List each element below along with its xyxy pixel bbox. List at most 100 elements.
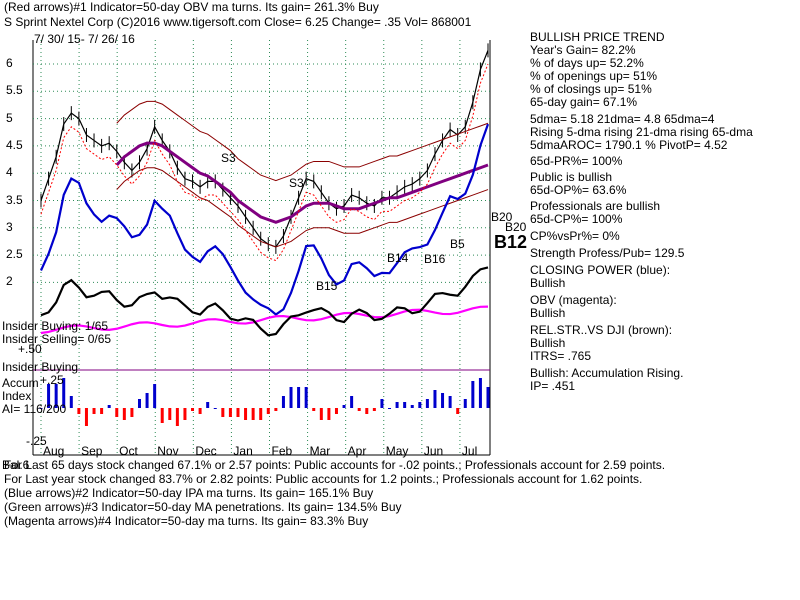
signal-label-b12: B12 <box>494 232 528 252</box>
closing-power-line <box>39 123 490 316</box>
footer-line-1: For Last year stock changed 83.7% or 2.8… <box>4 472 643 486</box>
accum-bar <box>69 396 73 408</box>
accum-bar <box>478 378 482 408</box>
signal-label-s3: S3 <box>221 151 236 165</box>
accum-bar <box>39 408 43 409</box>
accum-bar <box>130 408 134 417</box>
accum-bar <box>456 408 460 414</box>
ai-label: AI= 116/200 <box>2 402 67 416</box>
accum-bar <box>47 384 51 408</box>
index-label: Index <box>2 389 32 403</box>
obv-line <box>40 305 489 335</box>
signal-label-b15: B15 <box>316 279 338 293</box>
right-panel-line-14: CP%vsPr%= 0% <box>530 229 620 243</box>
accum-bar <box>206 402 210 408</box>
accum-bar <box>213 408 217 409</box>
month-label-mar: Mar <box>309 444 331 458</box>
accum-bar <box>107 405 111 408</box>
accum-bar <box>62 378 66 408</box>
accum-bar <box>175 408 179 426</box>
accum-bar <box>168 408 172 420</box>
accum-bar <box>92 408 96 414</box>
accum-bar <box>350 396 354 408</box>
accum-bar <box>228 408 232 417</box>
accum-bar <box>388 408 392 409</box>
accum-bar <box>403 402 407 408</box>
signal-label-b16: B16 <box>424 252 446 266</box>
accum-bar <box>281 396 285 408</box>
accum-bar <box>54 384 58 408</box>
accum-bar <box>274 408 278 411</box>
y-tick-label: 4 <box>6 165 13 180</box>
footer-line-3: (Green arrows)#3 Indicator=50-day MA pen… <box>4 500 402 514</box>
accum-bar <box>289 387 293 408</box>
right-panel-line-21: Bullish <box>530 336 566 350</box>
y-tick-label: 3.5 <box>6 192 23 207</box>
accum-bar <box>357 408 361 411</box>
right-panel-line-20: REL.STR..VS DJI (brown): <box>530 323 673 337</box>
accum-bar <box>319 408 323 420</box>
accum-bar <box>84 408 88 426</box>
accum-bar <box>77 408 81 414</box>
ip-minus25-label: -.25 <box>26 434 47 448</box>
footer-line-0: For Last 65 days stock changed 67.1% or … <box>4 458 666 472</box>
month-label-aug: Aug <box>43 444 65 458</box>
accum-bar <box>137 399 141 408</box>
y-tick-label: 4.5 <box>6 137 23 152</box>
right-panel-line-7: Rising 5-dma rising 21-dma rising 65-dma <box>530 125 753 139</box>
y-tick-label: 6 <box>6 56 13 70</box>
accum-bar <box>486 387 490 408</box>
footer-line-2: (Blue arrows)#2 Indicator=50-day IPA ma … <box>4 486 374 500</box>
accum-bar <box>365 408 369 414</box>
footer-overlap-text: Bal.6 <box>2 458 30 472</box>
signal-label-b20: B20 <box>505 220 527 234</box>
signal-label-b14: B14 <box>387 251 409 265</box>
month-label-nov: Nov <box>157 444 179 458</box>
accum-bar <box>304 387 308 408</box>
accum-bar <box>312 408 316 411</box>
right-panel-line-6: 5dma= 5.18 21dma= 4.8 65dma=4 <box>530 112 715 126</box>
accum-bar <box>221 408 225 417</box>
upper-band-line <box>116 100 489 182</box>
right-panel-line-12: Professionals are bullish <box>530 199 661 213</box>
ip-plus50-label: +.50 <box>18 342 42 356</box>
right-panel-line-22: ITRS= .765 <box>530 349 592 363</box>
month-label-jan: Jan <box>233 444 253 458</box>
accum-bar <box>244 408 248 420</box>
right-panel-line-13: 65d-CP%= 100% <box>530 212 623 226</box>
accum-bar <box>297 387 301 408</box>
date-range: 7/ 30/ 15- 7/ 26/ 16 <box>34 32 135 46</box>
insider-buying-label-2: Insider Buying <box>2 360 79 374</box>
y-tick-label: 5 <box>6 110 13 125</box>
header-line-1: (Red arrows)#1 Indicator=50-day OBV ma t… <box>4 0 379 14</box>
right-panel-line-4: % of closings up= 51% <box>530 82 652 96</box>
month-label-feb: Feb <box>271 444 293 458</box>
month-label-oct: Oct <box>119 444 138 458</box>
accum-bar <box>160 408 164 423</box>
accum-bar <box>380 399 384 408</box>
right-panel-line-9: 65d-PR%= 100% <box>530 154 623 168</box>
month-label-sep: Sep <box>81 444 103 458</box>
month-label-apr: Apr <box>347 444 367 458</box>
right-panel-line-19: Bullish <box>530 306 566 320</box>
accum-bar <box>251 408 255 420</box>
accum-bar <box>100 408 104 414</box>
y-tick-label: 5.5 <box>6 83 23 98</box>
price-line <box>40 50 489 248</box>
signal-label-b5: B5 <box>450 237 465 251</box>
right-panel-line-16: CLOSING POWER (blue): <box>530 263 671 277</box>
accum-bar <box>183 408 187 420</box>
y-tick-label: 2.5 <box>6 247 23 262</box>
month-label-may: May <box>385 444 409 458</box>
accum-bar <box>153 384 157 408</box>
right-panel-line-24: IP= .451 <box>530 379 576 393</box>
accum-bar <box>198 408 202 414</box>
right-panel-line-17: Bullish <box>530 276 566 290</box>
right-panel-line-10: Public is bullish <box>530 170 613 184</box>
accum-bar <box>122 408 126 420</box>
accum-bar <box>372 408 376 411</box>
accum-bar <box>418 402 422 408</box>
relative-strength-line <box>40 266 489 337</box>
accum-bar <box>145 393 149 408</box>
accum-bar <box>266 408 270 414</box>
